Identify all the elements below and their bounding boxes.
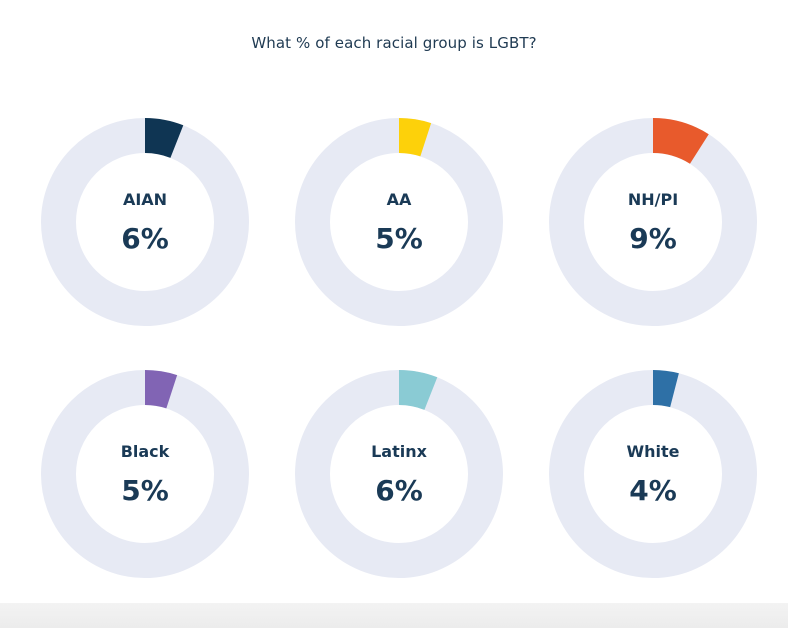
category-label: NH/PI bbox=[628, 190, 678, 209]
donut-segment bbox=[653, 370, 679, 408]
value-label: 6% bbox=[375, 474, 423, 507]
donut-latinx: Latinx 6% bbox=[295, 370, 503, 578]
donut-aa: AA 5% bbox=[295, 118, 503, 326]
donut-segment bbox=[399, 370, 438, 410]
donut-white: White 4% bbox=[549, 370, 757, 578]
donut-aian: AIAN 6% bbox=[41, 118, 249, 326]
chart-title: What % of each racial group is LGBT? bbox=[251, 34, 537, 52]
value-label: 6% bbox=[121, 222, 169, 255]
donut-segment bbox=[399, 118, 432, 157]
bottom-band bbox=[0, 603, 788, 628]
value-label: 4% bbox=[629, 474, 677, 507]
donut-segment bbox=[653, 118, 709, 164]
value-label: 5% bbox=[375, 222, 423, 255]
category-label: Latinx bbox=[371, 442, 428, 461]
donut-segment bbox=[145, 370, 178, 409]
donut-nh-pi: NH/PI 9% bbox=[549, 118, 757, 326]
category-label: Black bbox=[121, 442, 170, 461]
category-label: AIAN bbox=[123, 190, 167, 209]
donut-black: Black 5% bbox=[41, 370, 249, 578]
donut-segment bbox=[145, 118, 184, 158]
category-label: AA bbox=[387, 190, 412, 209]
value-label: 9% bbox=[629, 222, 677, 255]
category-label: White bbox=[626, 442, 679, 461]
value-label: 5% bbox=[121, 474, 169, 507]
